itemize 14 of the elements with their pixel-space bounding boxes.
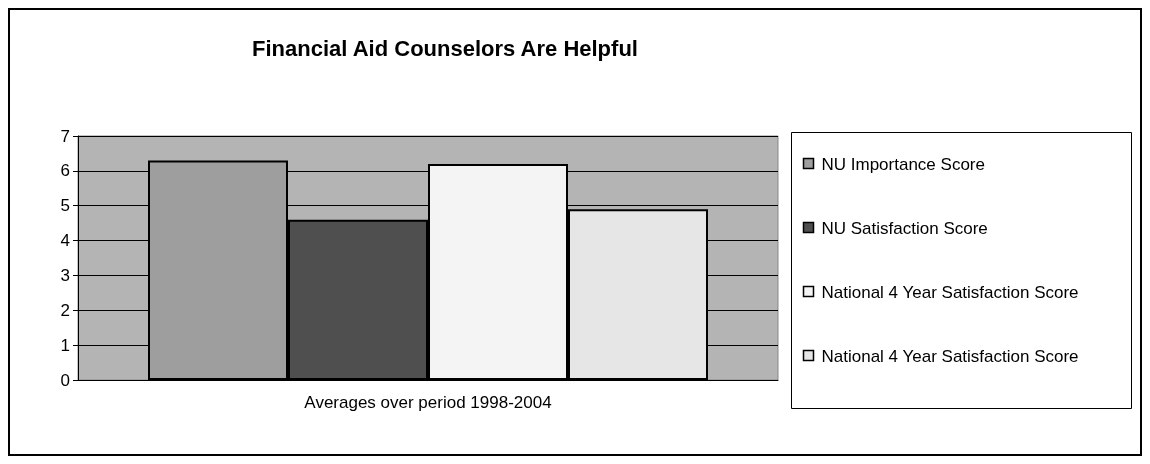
legend-label: NU Importance Score <box>821 155 985 174</box>
y-tick-label: 6 <box>60 161 70 181</box>
legend-label: National 4 Year Satisfaction Score <box>821 283 1079 302</box>
x-tick-label: Averages over period 1998-2004 <box>304 393 552 412</box>
y-tick-label: 4 <box>60 231 70 251</box>
legend-label: NU Satisfaction Score <box>821 219 988 238</box>
legend-label: National 4 Year Satisfaction Score <box>821 347 1079 366</box>
y-tick-label: 2 <box>60 300 70 320</box>
y-tick-label: 7 <box>60 126 70 146</box>
y-tick-label: 0 <box>60 370 70 390</box>
y-tick-label: 1 <box>60 335 70 355</box>
chart-title: Financial Aid Counselors Are Helpful <box>252 35 638 61</box>
y-tick-label: 3 <box>60 265 70 285</box>
y-tick-label: 5 <box>60 196 70 216</box>
